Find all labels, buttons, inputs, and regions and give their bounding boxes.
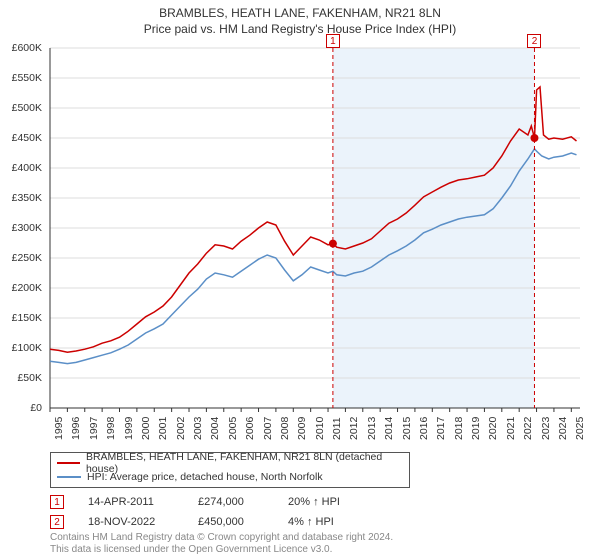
x-tick-label: 1995 xyxy=(53,417,65,440)
y-tick-label: £400K xyxy=(12,162,42,174)
x-tick-label: 2025 xyxy=(574,417,586,440)
x-tick-label: 1998 xyxy=(105,417,117,440)
sale-marker-badge-1: 1 xyxy=(326,34,340,48)
x-tick-label: 2017 xyxy=(435,417,447,440)
sale-marker-id: 2 xyxy=(50,515,64,529)
x-tick-label: 2003 xyxy=(192,417,204,440)
x-tick-label: 2000 xyxy=(140,417,152,440)
x-tick-label: 2024 xyxy=(557,417,569,440)
x-tick-label: 1999 xyxy=(123,417,135,440)
x-tick-label: 2009 xyxy=(296,417,308,440)
legend-label: HPI: Average price, detached house, Nort… xyxy=(87,471,323,483)
x-tick-label: 2002 xyxy=(175,417,187,440)
y-tick-label: £600K xyxy=(12,42,42,54)
x-axis: 1995 1996 1997 1998 1999 2000 2001 2002 2003 2004… xyxy=(50,410,580,450)
y-tick-label: £500K xyxy=(12,102,42,114)
legend: BRAMBLES, HEATH LANE, FAKENHAM, NR21 8LN… xyxy=(50,452,410,488)
sale-marker-row: 1 14-APR-2011£274,00020% ↑ HPI xyxy=(50,492,580,512)
x-tick-label: 2014 xyxy=(383,417,395,440)
y-tick-label: £0 xyxy=(30,402,42,414)
x-tick-label: 2007 xyxy=(262,417,274,440)
x-tick-label: 2001 xyxy=(157,417,169,440)
y-tick-label: £550K xyxy=(12,72,42,84)
chart-subtitle: Price paid vs. HM Land Registry's House … xyxy=(0,22,600,36)
x-tick-label: 2015 xyxy=(401,417,413,440)
x-tick-label: 2010 xyxy=(314,417,326,440)
y-tick-label: £150K xyxy=(12,312,42,324)
y-tick-label: £100K xyxy=(12,342,42,354)
x-tick-label: 2011 xyxy=(331,417,343,440)
sale-marker-table: 1 14-APR-2011£274,00020% ↑ HPI 2 18-NOV-202… xyxy=(50,492,580,532)
footer-line-2: This data is licensed under the Open Gov… xyxy=(50,544,393,556)
x-tick-label: 1997 xyxy=(88,417,100,440)
chart-title: BRAMBLES, HEATH LANE, FAKENHAM, NR21 8LN xyxy=(0,6,600,20)
x-tick-label: 2008 xyxy=(279,417,291,440)
sale-vs-hpi: 20% ↑ HPI xyxy=(288,496,378,508)
sale-date: 14-APR-2011 xyxy=(88,496,198,508)
sale-vs-hpi: 4% ↑ HPI xyxy=(288,516,378,528)
sale-marker-badge-2: 2 xyxy=(527,34,541,48)
chart-title-block: BRAMBLES, HEATH LANE, FAKENHAM, NR21 8LN… xyxy=(0,0,600,36)
sale-marker-id: 1 xyxy=(50,495,64,509)
footer: Contains HM Land Registry data © Crown c… xyxy=(50,532,393,556)
plot-area xyxy=(50,48,580,408)
x-tick-label: 2016 xyxy=(418,417,430,440)
price-chart: BRAMBLES, HEATH LANE, FAKENHAM, NR21 8LN… xyxy=(0,0,600,560)
y-tick-label: £450K xyxy=(12,132,42,144)
x-tick-label: 2021 xyxy=(505,417,517,440)
x-tick-label: 2018 xyxy=(453,417,465,440)
sale-date: 18-NOV-2022 xyxy=(88,516,198,528)
legend-swatch xyxy=(57,476,81,478)
sale-price: £274,000 xyxy=(198,496,288,508)
y-tick-label: £350K xyxy=(12,192,42,204)
y-axis: £0£50K£100K£150K£200K£250K£300K£350K£400… xyxy=(0,48,46,408)
plot-svg xyxy=(50,48,580,408)
x-tick-label: 1996 xyxy=(70,417,82,440)
y-tick-label: £50K xyxy=(17,372,42,384)
footer-line-1: Contains HM Land Registry data © Crown c… xyxy=(50,532,393,544)
y-tick-label: £300K xyxy=(12,222,42,234)
y-tick-label: £200K xyxy=(12,282,42,294)
x-tick-label: 2022 xyxy=(522,417,534,440)
x-tick-label: 2023 xyxy=(540,417,552,440)
legend-swatch xyxy=(57,462,80,464)
x-tick-label: 2012 xyxy=(348,417,360,440)
x-tick-label: 2020 xyxy=(487,417,499,440)
legend-item: BRAMBLES, HEATH LANE, FAKENHAM, NR21 8LN… xyxy=(57,456,403,470)
sale-price: £450,000 xyxy=(198,516,288,528)
sale-marker-row: 2 18-NOV-2022£450,0004% ↑ HPI xyxy=(50,512,580,532)
x-tick-label: 2004 xyxy=(209,417,221,440)
x-tick-label: 2019 xyxy=(470,417,482,440)
x-tick-label: 2013 xyxy=(366,417,378,440)
x-tick-label: 2005 xyxy=(227,417,239,440)
y-tick-label: £250K xyxy=(12,252,42,264)
x-tick-label: 2006 xyxy=(244,417,256,440)
